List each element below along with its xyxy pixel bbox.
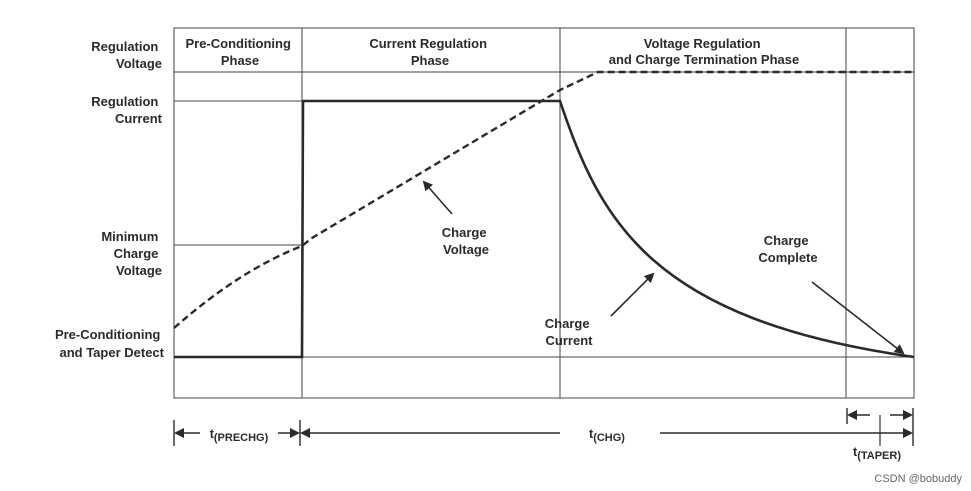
annotation-charge-voltage: Charge Voltage — [442, 225, 490, 257]
charge-voltage-arrow — [422, 180, 453, 215]
label-regulation-voltage: Regulation Voltage — [91, 39, 162, 71]
label-regulation-current: Regulation Current — [91, 94, 162, 126]
charge-voltage-curve — [173, 70, 914, 329]
phase-current-regulation: Current Regulation Phase — [369, 36, 490, 68]
charge-complete-arrow — [811, 281, 905, 355]
annotation-charge-current: Charge Current — [545, 316, 593, 348]
charge-current-curve — [174, 99, 915, 359]
label-minimum-charge-voltage: Minimum Charge Voltage — [101, 229, 162, 278]
label-precond-taper: Pre-Conditioning and Taper Detect — [55, 327, 165, 360]
phase-pre-conditioning: Pre-Conditioning Phase — [185, 36, 294, 68]
t-chg-label: t(CHG) — [589, 427, 625, 444]
annotation-charge-complete: Charge Complete — [758, 233, 817, 265]
plot-frame — [173, 27, 915, 399]
t-prechg-label: t(PRECHG) — [210, 427, 269, 444]
t-taper-label: t(TAPER) — [853, 445, 901, 462]
phase-voltage-regulation: Voltage Regulation and Charge Terminatio… — [609, 36, 799, 67]
charge-current-arrow — [610, 272, 655, 317]
watermark: CSDN @bobuddy — [874, 473, 962, 485]
